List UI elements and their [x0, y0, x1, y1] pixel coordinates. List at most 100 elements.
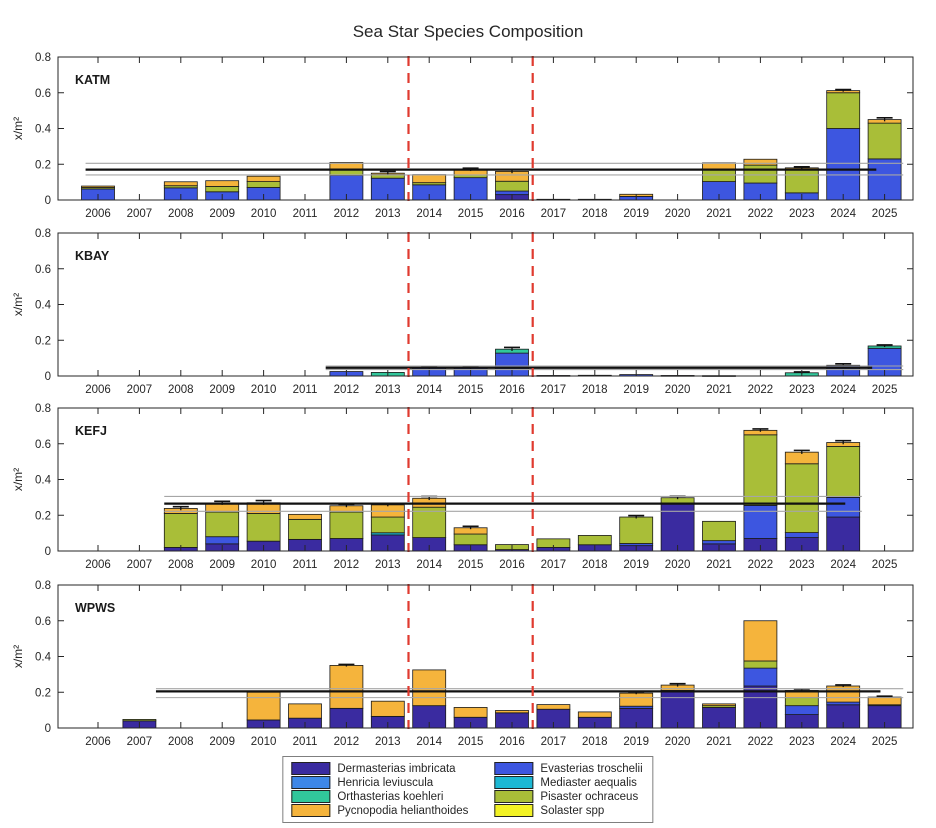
- y-tick-label: 0.6: [35, 439, 51, 451]
- year-tick-label: 2014: [416, 384, 442, 396]
- year-tick-label: 2023: [789, 384, 815, 396]
- bar-segment-pisaster: [329, 511, 364, 539]
- y-tick-label: 0: [45, 723, 51, 735]
- legend-label: Dermasterias imbricata: [337, 762, 456, 775]
- year-tick-label: 2023: [789, 559, 815, 571]
- year-tick-label: 2016: [499, 559, 525, 571]
- bar-segment-pisaster: [122, 719, 157, 722]
- site-label: KATM: [75, 73, 110, 87]
- bar-segment-evasterias: [702, 540, 736, 545]
- bar-segment-pisaster: [163, 513, 198, 548]
- legend-swatch-dermasterias: [291, 762, 331, 775]
- y-tick-label: 0.8: [35, 228, 51, 240]
- bar-segment-pisaster: [826, 446, 861, 498]
- year-tick-label: 2020: [665, 736, 691, 748]
- y-tick-label: 0.2: [35, 159, 51, 171]
- bar-segment-pycnopodia: [370, 700, 405, 717]
- y-tick-label: 0.6: [35, 88, 51, 100]
- bar-segment-pisaster: [495, 180, 529, 192]
- year-tick-label: 2024: [830, 736, 856, 748]
- site-label: KBAY: [75, 249, 110, 263]
- year-tick-label: 2022: [748, 736, 774, 748]
- year-tick-label: 2021: [706, 736, 732, 748]
- y-tick-label: 0.4: [35, 652, 52, 664]
- year-tick-label: 2017: [541, 736, 567, 748]
- year-tick-label: 2016: [499, 384, 525, 396]
- bar-segment-dermasterias: [660, 503, 695, 552]
- year-tick-label: 2015: [458, 559, 484, 571]
- bar-segment-pycnopodia: [453, 707, 488, 718]
- year-tick-label: 2006: [85, 736, 111, 748]
- year-tick-label: 2017: [541, 559, 567, 571]
- panel-katm-plot: 2006 2007 2008 2009 2010 2011 2012 2013 2014 2015…: [11, 52, 914, 220]
- panel-kefj-plot: 2006 2007 2008 2009 2010 2011 2012 2013 2014 2015…: [11, 403, 914, 571]
- year-tick-label: 2006: [85, 559, 111, 571]
- bar-segment-pycnopodia: [412, 669, 447, 707]
- legend-item: Henricia leviuscula: [291, 776, 468, 789]
- year-tick-label: 2007: [127, 384, 153, 396]
- y-tick-label: 0.8: [35, 403, 51, 415]
- year-tick-label: 2023: [789, 208, 815, 220]
- plot-background: [58, 585, 913, 728]
- legend-label: Pisaster ochraceus: [540, 790, 639, 803]
- bar-segment-pycnopodia: [246, 175, 281, 182]
- bar-segment-pisaster: [370, 516, 405, 534]
- panel-kbay-plot: 2006 2007 2008 2009 2010 2011 2012 2013 2014 2015…: [11, 228, 914, 396]
- year-tick-label: 2010: [251, 559, 277, 571]
- year-tick-label: 2009: [209, 736, 235, 748]
- legend-item: Evasterias troschelii: [494, 762, 643, 775]
- bar-segment-pisaster: [246, 181, 281, 188]
- year-tick-label: 2014: [416, 736, 442, 748]
- y-axis-label: x/m²: [11, 293, 25, 316]
- bar-segment-evasterias: [826, 496, 861, 518]
- year-tick-label: 2015: [458, 736, 484, 748]
- bar-segment-evasterias: [743, 667, 778, 687]
- year-tick-label: 2008: [168, 559, 194, 571]
- bar-segment-evasterias: [205, 536, 240, 545]
- bar-segment-pisaster: [453, 533, 488, 546]
- year-tick-label: 2021: [706, 559, 732, 571]
- bar-segment-pisaster: [743, 164, 778, 184]
- y-tick-label: 0: [45, 195, 51, 207]
- bar-segment-pisaster: [743, 434, 778, 506]
- year-tick-label: 2008: [168, 736, 194, 748]
- year-tick-label: 2006: [85, 208, 111, 220]
- year-tick-label: 2011: [293, 384, 318, 396]
- bar-segment-pycnopodia: [743, 620, 778, 662]
- y-axis-label: x/m²: [11, 645, 25, 668]
- y-tick-label: 0: [45, 546, 51, 558]
- bar-segment-pycnopodia: [246, 691, 281, 721]
- bar-segment-evasterias: [867, 158, 902, 201]
- year-tick-label: 2022: [748, 559, 774, 571]
- legend-swatch-solaster: [494, 804, 534, 817]
- bar-segment-pisaster: [205, 511, 240, 538]
- bar-segment-pycnopodia: [702, 703, 736, 707]
- year-tick-label: 2020: [665, 384, 691, 396]
- site-label: KEFJ: [75, 424, 107, 438]
- panel-wpws-plot: 2006 2007 2008 2009 2010 2011 2012 2013 2014 2015…: [11, 580, 914, 748]
- year-tick-label: 2008: [168, 208, 194, 220]
- year-tick-label: 2021: [706, 208, 732, 220]
- bar-segment-pisaster: [702, 520, 736, 542]
- year-tick-label: 2010: [251, 384, 277, 396]
- legend-label: Orthasterias koehleri: [337, 790, 444, 803]
- bar-segment-pycnopodia: [412, 174, 447, 184]
- y-tick-label: 0.2: [35, 510, 51, 522]
- year-tick-label: 2019: [623, 736, 649, 748]
- bar-segment-pisaster: [412, 506, 447, 538]
- y-tick-label: 0: [45, 371, 51, 383]
- y-tick-label: 0.6: [35, 264, 51, 276]
- year-tick-label: 2019: [623, 208, 649, 220]
- year-tick-label: 2024: [830, 384, 856, 396]
- legend-swatch-evasterias: [494, 762, 534, 775]
- y-tick-label: 0.8: [35, 580, 51, 592]
- y-tick-label: 0.8: [35, 52, 51, 64]
- y-tick-label: 0.4: [35, 124, 52, 136]
- bar-segment-pisaster: [288, 518, 322, 540]
- year-tick-label: 2012: [334, 559, 360, 571]
- bar-segment-evasterias: [784, 532, 819, 538]
- year-tick-label: 2012: [334, 208, 360, 220]
- year-tick-label: 2018: [582, 208, 608, 220]
- legend-label: Solaster spp: [540, 804, 605, 817]
- year-tick-label: 2012: [334, 384, 360, 396]
